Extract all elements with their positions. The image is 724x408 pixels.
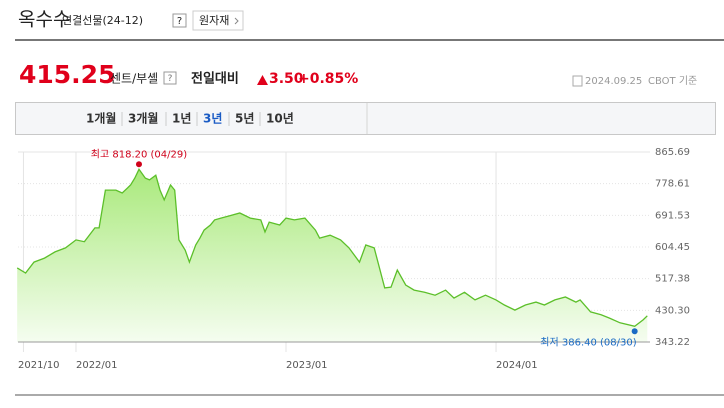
y-tick-label: 604.45 bbox=[655, 242, 690, 253]
x-tick-label: 2023/01 bbox=[286, 360, 328, 371]
tab[interactable]: 5년 bbox=[235, 112, 254, 126]
extreme-point bbox=[135, 161, 142, 168]
help-icon[interactable]: ? bbox=[177, 16, 182, 27]
y-tick-label: 343.22 bbox=[655, 337, 690, 348]
change-percent: +0.85% bbox=[298, 71, 358, 87]
category-label[interactable]: 원자재 bbox=[199, 14, 229, 27]
tab-bar bbox=[15, 102, 716, 135]
annotation: 최고 818.20 (04/29) bbox=[91, 148, 187, 160]
tabs: 1개월 3개월 1년 3년 5년 10년 bbox=[86, 111, 294, 126]
extreme-point bbox=[631, 328, 638, 335]
category-button[interactable] bbox=[192, 10, 244, 31]
subtitle: 연결선물(24-12) bbox=[62, 14, 143, 27]
as-of: 2024.09.25 bbox=[585, 76, 642, 87]
y-tick-label: 430.30 bbox=[655, 305, 690, 316]
tab[interactable]: 10년 bbox=[266, 112, 294, 126]
unit: 센트/부셸 bbox=[110, 72, 158, 86]
line bbox=[16, 168, 648, 328]
change: 3.50 bbox=[269, 71, 304, 87]
y-tick-label: 865.69 bbox=[655, 147, 690, 158]
area bbox=[17, 169, 648, 342]
change-label: 전일대비 bbox=[191, 71, 239, 87]
help-box[interactable] bbox=[172, 13, 187, 28]
chevron bbox=[234, 17, 239, 25]
help-box[interactable] bbox=[163, 71, 177, 85]
y-tick-label: 691.53 bbox=[655, 210, 690, 221]
basis: CBOT 기준 bbox=[648, 75, 697, 87]
title: 옥수수 bbox=[18, 9, 70, 31]
tab[interactable]: 1개월 bbox=[86, 111, 116, 126]
x-tick-label: 2021/10 bbox=[18, 360, 60, 371]
calendar-icon bbox=[572, 75, 583, 87]
tab[interactable]: 1년 bbox=[172, 112, 191, 126]
tab[interactable]: 3개월 bbox=[128, 111, 158, 126]
help-icon[interactable]: ? bbox=[168, 74, 173, 84]
y-tick-label: 778.61 bbox=[655, 179, 690, 190]
annotation: 최저 386.40 (08/30) bbox=[540, 336, 636, 348]
price: 415.25 bbox=[19, 60, 115, 89]
up-triangle bbox=[257, 75, 268, 85]
x-tick-label: 2024/01 bbox=[496, 360, 538, 371]
tab[interactable]: 3년 bbox=[203, 112, 222, 126]
x-tick-label: 2022/01 bbox=[76, 360, 118, 371]
y-tick-label: 517.38 bbox=[655, 274, 690, 285]
